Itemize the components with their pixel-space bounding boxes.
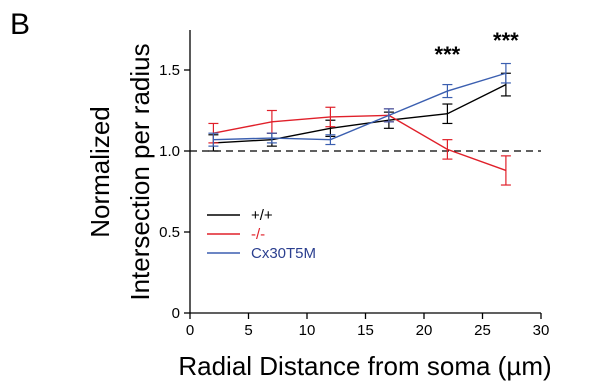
series-line	[213, 72, 507, 141]
series-Cx30T5M	[208, 62, 511, 147]
panel-label: B	[10, 8, 30, 41]
legend-label: -/-	[251, 226, 265, 243]
x-tick-label: 30	[533, 322, 550, 339]
y-tick-label: 1.0	[159, 143, 180, 160]
axes: 0 5 10 15 20 25 30 0 0.5 1.0 1.5	[159, 30, 549, 339]
x-tick-label: 15	[357, 322, 374, 339]
series-line	[213, 114, 507, 172]
y-axis-title-line: Normalized	[85, 106, 115, 238]
x-tick-label: 25	[474, 322, 491, 339]
series-line	[213, 83, 507, 144]
x-tick-label: 0	[186, 322, 194, 339]
y-tick-label: 1.5	[159, 62, 180, 79]
x-tick-label: 20	[416, 322, 433, 339]
x-tick-label: 5	[244, 322, 252, 339]
y-axis-title: Normalized Intersection per radius	[85, 43, 155, 300]
x-tick-label: 10	[299, 322, 316, 339]
series-layer	[208, 62, 511, 186]
y-tick-label: 0.5	[159, 224, 180, 241]
legend-label: Cx30T5M	[251, 245, 316, 262]
legend: +/+ -/- Cx30T5M	[207, 207, 316, 262]
y-axis-title-line: Intersection per radius	[125, 43, 155, 300]
significance-stars: ***	[493, 28, 519, 53]
significance-stars: ***	[435, 42, 461, 67]
x-axis-title: Radial Distance from soma (µm)	[178, 351, 551, 381]
series--/-	[208, 106, 511, 186]
y-tick-label: 0	[172, 305, 180, 322]
legend-label: +/+	[251, 207, 273, 224]
annotations: *** ***	[435, 28, 520, 67]
